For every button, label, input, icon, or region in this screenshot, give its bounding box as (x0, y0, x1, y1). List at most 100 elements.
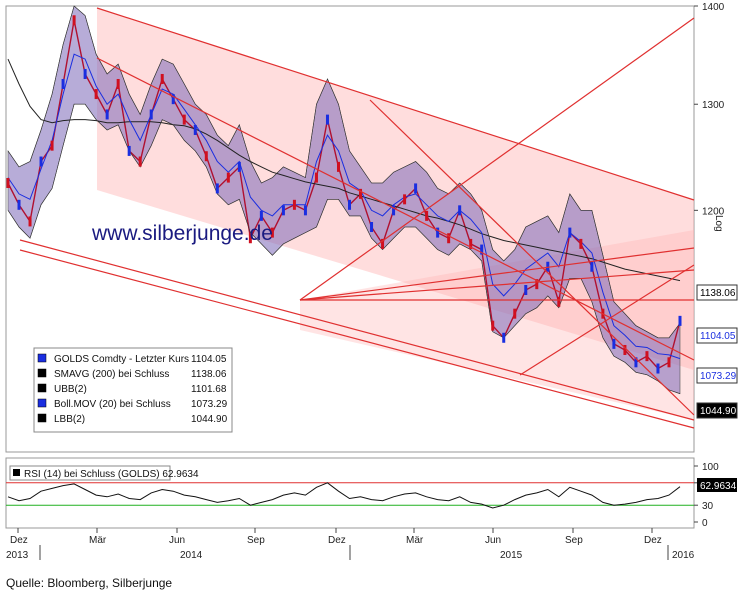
series-lines-layer (6, 5, 682, 394)
price-point (480, 244, 484, 255)
price-point (612, 338, 616, 349)
trendline-mid (369, 99, 695, 416)
price-point (392, 205, 396, 216)
legend-entry-value: 1044.90 (191, 414, 228, 425)
price-point (458, 205, 462, 216)
price-tag-label: 1138.06 (700, 288, 736, 299)
trendline-lower (19, 239, 695, 421)
price-tag-box (696, 402, 738, 419)
rsi-line (7, 482, 681, 509)
price-point (414, 183, 418, 194)
x-month-label: Sep (565, 535, 583, 546)
x-month-label: Sep (247, 535, 265, 546)
trendline-fan-2 (299, 269, 695, 301)
price-point (678, 315, 682, 326)
series-line-5 (7, 103, 681, 394)
legend-box (33, 347, 233, 433)
price-point (623, 344, 627, 355)
rsi-legend-box (9, 465, 171, 481)
legend: GOLDS Comdty - Letzter Kurs 1104.05 SMAVG … (33, 347, 233, 433)
price-point (39, 156, 43, 167)
x-year-label: 2015 (500, 550, 523, 561)
price-point (403, 194, 407, 205)
legend-entry-name: SMAVG (200) bei Schluss (54, 369, 169, 380)
x-month-label: Jun (169, 535, 185, 546)
price-y-axis-label: Log (713, 215, 724, 232)
x-month-label: Dez (644, 535, 662, 546)
legend-entry-name: GOLDS Comdty - Letzter Kurs (54, 354, 189, 365)
price-point (590, 261, 594, 272)
price-point (656, 363, 660, 374)
price-y-tick-label: 1200 (702, 206, 725, 217)
watermark: www.silberjunge.de (91, 222, 273, 245)
legend-swatch (37, 368, 47, 378)
price-point (292, 199, 296, 210)
price-point (524, 284, 528, 295)
legend-entry-value: 1073.29 (191, 399, 228, 410)
price-point (336, 161, 340, 172)
price-point (425, 210, 429, 221)
x-year-label: 2016 (672, 550, 695, 561)
rsi-y-tick-label: 0 (702, 518, 708, 529)
price-tag-box (696, 284, 738, 301)
trendlines (19, 7, 695, 429)
price-point (138, 156, 142, 167)
trendline-fan-1 (299, 247, 695, 301)
legend-swatch (37, 413, 47, 423)
price-tag-label: 1044.90 (700, 406, 737, 417)
legend-entry-value: 1104.05 (191, 354, 227, 365)
price-point (182, 114, 186, 125)
x-month-label: Jun (485, 535, 501, 546)
source-caption: Quelle: Bloomberg, Silberjunge (6, 576, 173, 590)
price-y-tick-label: 1300 (702, 100, 725, 111)
price-tags: 1138.06 1104.05 1073.29 1044.90 (696, 284, 738, 419)
price-point (557, 296, 561, 307)
price-point (204, 151, 208, 162)
price-point (359, 188, 363, 199)
price-point (215, 183, 219, 194)
legend-swatch (37, 398, 47, 408)
price-point (226, 172, 230, 183)
price-point (6, 177, 10, 188)
trendline-late (519, 264, 695, 376)
rsi-legend-label: RSI (14) bei Schluss (GOLDS) 62.9634 (24, 469, 199, 480)
price-point (127, 145, 131, 156)
price-point (370, 222, 374, 233)
x-year-label: 2014 (180, 550, 203, 561)
price-point (61, 78, 65, 89)
trendline-upper (96, 7, 695, 201)
price-point (270, 227, 274, 238)
price-point (237, 161, 241, 172)
price-point (193, 124, 197, 135)
rsi-y-tick-label: 100 (702, 462, 719, 473)
x-month-label: Mär (89, 535, 107, 546)
price-point (348, 199, 352, 210)
price-point (667, 357, 671, 368)
legend-swatch (37, 353, 47, 363)
price-point (469, 238, 473, 249)
price-point (28, 216, 32, 227)
price-tag-label: 1104.05 (700, 331, 736, 342)
legend-entry-name: LBB(2) (54, 414, 85, 425)
rsi-layer (6, 482, 694, 509)
series-line-1 (7, 20, 681, 370)
price-point (314, 172, 318, 183)
rsi-value-tag-box (697, 478, 737, 492)
price-point (579, 238, 583, 249)
x-year-label: 2013 (6, 550, 29, 561)
legend-entry-name: UBB(2) (54, 384, 87, 395)
price-point (568, 227, 572, 238)
price-point (513, 308, 517, 319)
rsi-legend-swatch (13, 469, 20, 476)
legend-entry-value: 1138.06 (191, 369, 227, 380)
price-point (381, 238, 385, 249)
price-tag-label: 1073.29 (700, 371, 737, 382)
price-point (634, 357, 638, 368)
price-point (105, 109, 109, 120)
price-point (303, 205, 307, 216)
rsi-value-tag-label: 62.9634 (700, 481, 737, 492)
price-point (171, 94, 175, 105)
price-point (502, 332, 506, 343)
x-month-label: Mär (406, 535, 424, 546)
